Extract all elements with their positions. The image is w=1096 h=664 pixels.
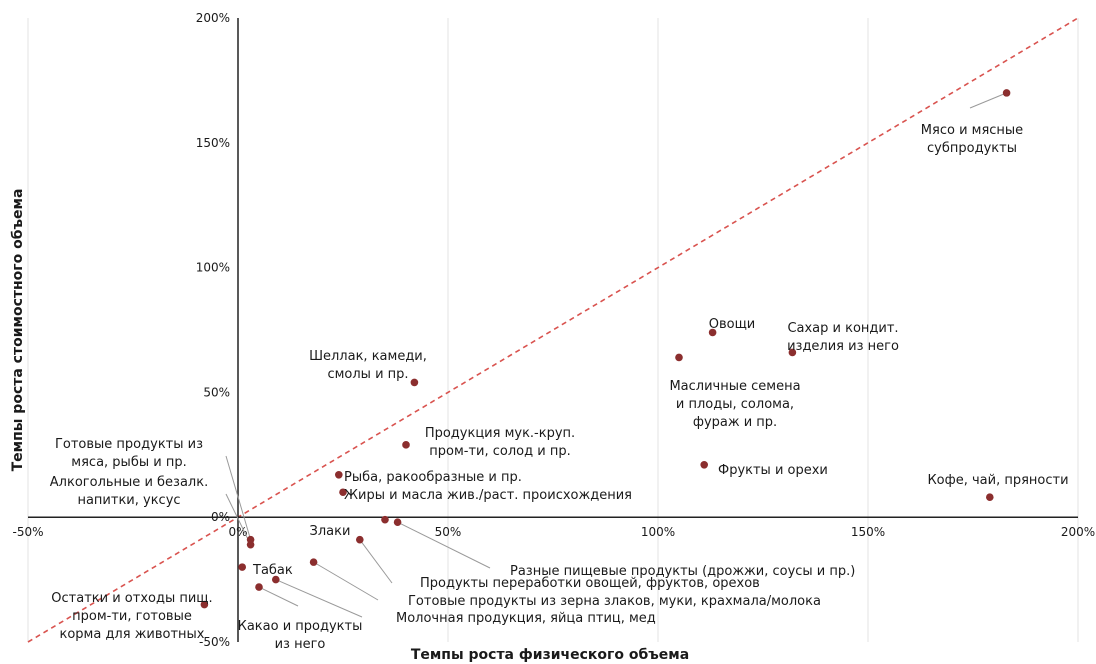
y-tick-label: -50% [199, 635, 230, 649]
leader-line [275, 579, 363, 618]
data-point [1002, 89, 1011, 97]
data-point [335, 470, 343, 479]
point-label-line: Готовые продукты из зерна злаков, муки, … [408, 594, 821, 609]
point-label-line: мяса, рыбы и пр. [71, 455, 186, 470]
point-label: Табак [252, 563, 293, 578]
point-label-line: пром-ти, солод и пр. [429, 444, 570, 459]
point-label-line: Алкогольные и безалк. [50, 475, 208, 490]
leader-line [313, 561, 379, 601]
point-label: Жиры и масла жив./раст. происхождения [344, 488, 632, 503]
leader-line [225, 493, 252, 545]
data-point [675, 353, 683, 362]
data-point [393, 518, 402, 526]
x-tick-label: 150% [851, 525, 885, 539]
data-point [410, 378, 419, 387]
point-label-line: Овощи [709, 317, 756, 332]
leader-line [969, 92, 1007, 109]
data-point [200, 600, 209, 609]
point-label: Шеллак, камеди, смолы и пр. [309, 349, 427, 382]
data-point [986, 493, 994, 502]
point-label-line: смолы и пр. [327, 367, 408, 382]
point-label-line: Жиры и масла жив./раст. происхождения [344, 488, 632, 503]
x-tick-label: 100% [641, 525, 675, 539]
point-label: Готовые продукты из мяса, рыбы и пр. [55, 437, 203, 470]
point-label: Масличные семена и плоды, солома, фураж и … [669, 379, 800, 430]
point-label: Какао и продукты из него [238, 619, 363, 652]
point-label: Остатки и отходы пищ. пром-ти, готовые кор… [51, 591, 212, 642]
point-label: Разные пищевые продукты (дрожжи, соусы и… [510, 564, 855, 579]
y-axis-title: Темпы роста стоимостного объема [10, 189, 26, 472]
data-point [309, 558, 318, 566]
point-label: Сахар и кондит. изделия из него [787, 321, 899, 354]
point-labels: Мясо и мясные субпродукты Овощи Сахар и кон… [50, 123, 1069, 652]
y-tick-label: 150% [196, 136, 230, 150]
point-label: Продукция мук.-круп. пром-ти, солод и пр. [425, 426, 575, 459]
data-points [200, 89, 1011, 609]
point-label-line: Остатки и отходы пищ. [51, 591, 212, 606]
point-label-line: Рыба, ракообразные и пр. [344, 470, 522, 485]
point-label-line: фураж и пр. [693, 415, 777, 430]
point-label-line: пром-ти, готовые [72, 609, 192, 624]
point-label-line: и плоды, солома, [676, 397, 794, 412]
point-label-line: Масличные семена [669, 379, 800, 394]
point-label: Продукты переработки овощей, фруктов, ор… [420, 576, 760, 591]
data-point [708, 328, 717, 337]
point-label-line: субпродукты [927, 141, 1017, 156]
point-label: Молочная продукция, яйца птиц, мед [396, 611, 656, 626]
data-point [339, 488, 347, 497]
point-label-line: Мясо и мясные [921, 123, 1023, 138]
leader-line [359, 539, 393, 584]
point-label-line: Молочная продукция, яйца птиц, мед [396, 611, 656, 626]
point-label-line: Разные пищевые продукты (дрожжи, соусы и… [510, 564, 855, 579]
point-label-line: Фрукты и орехи [718, 463, 828, 478]
point-label-line: Кофе, чай, пряности [927, 473, 1068, 488]
data-point [381, 515, 389, 524]
x-tick-label: 200% [1061, 525, 1095, 539]
point-label: Кофе, чай, пряности [927, 473, 1068, 488]
x-axis-title: Темпы роста физического объема [411, 647, 689, 663]
point-label-line: Шеллак, камеди, [309, 349, 427, 364]
leader-line [397, 521, 491, 569]
x-tick-label: -50% [12, 525, 43, 539]
data-point [255, 583, 263, 591]
data-point [700, 460, 708, 469]
y-tick-label: 200% [196, 11, 230, 25]
data-point [238, 563, 246, 571]
point-label-line: напитки, уксус [77, 493, 180, 508]
leader-line [258, 586, 299, 607]
point-label: Фрукты и орехи [718, 463, 828, 478]
point-label: Рыба, ракообразные и пр. [344, 470, 522, 485]
axes [28, 18, 1078, 642]
data-point [788, 348, 797, 357]
x-tick-label: 50% [435, 525, 462, 539]
y-tick-label: 0% [211, 510, 230, 524]
leader-lines [225, 92, 1007, 618]
point-label: Мясо и мясные субпродукты [921, 123, 1023, 156]
point-label-line: из него [275, 637, 326, 652]
y-tick-label: 50% [203, 385, 230, 399]
grid-lines [27, 18, 1079, 642]
tick-labels: -50%-50%0%0%50%50%100%100%150%150%200%20… [12, 11, 1095, 649]
point-label-line: Табак [252, 563, 293, 578]
point-label-line: Продукция мук.-круп. [425, 426, 575, 441]
data-point [246, 540, 255, 549]
data-point [402, 441, 410, 449]
reference-diagonal [27, 17, 1079, 643]
data-point [356, 535, 364, 544]
point-label-line: Продукты переработки овощей, фруктов, ор… [420, 576, 760, 591]
point-label: Злаки [310, 524, 351, 539]
point-label: Алкогольные и безалк. напитки, уксус [50, 475, 208, 508]
data-point [272, 575, 280, 584]
y-tick-label: 100% [196, 261, 230, 275]
point-label-line: корма для животных [59, 627, 204, 642]
point-label-line: изделия из него [787, 339, 899, 354]
point-label-line: Сахар и кондит. [787, 321, 898, 336]
point-label: Готовые продукты из зерна злаков, муки, … [408, 594, 821, 609]
leader-line [225, 455, 252, 540]
point-label-line: Какао и продукты [238, 619, 363, 634]
point-label-line: Злаки [310, 524, 351, 539]
point-label-line: Готовые продукты из [55, 437, 203, 452]
point-label: Овощи [709, 317, 756, 332]
